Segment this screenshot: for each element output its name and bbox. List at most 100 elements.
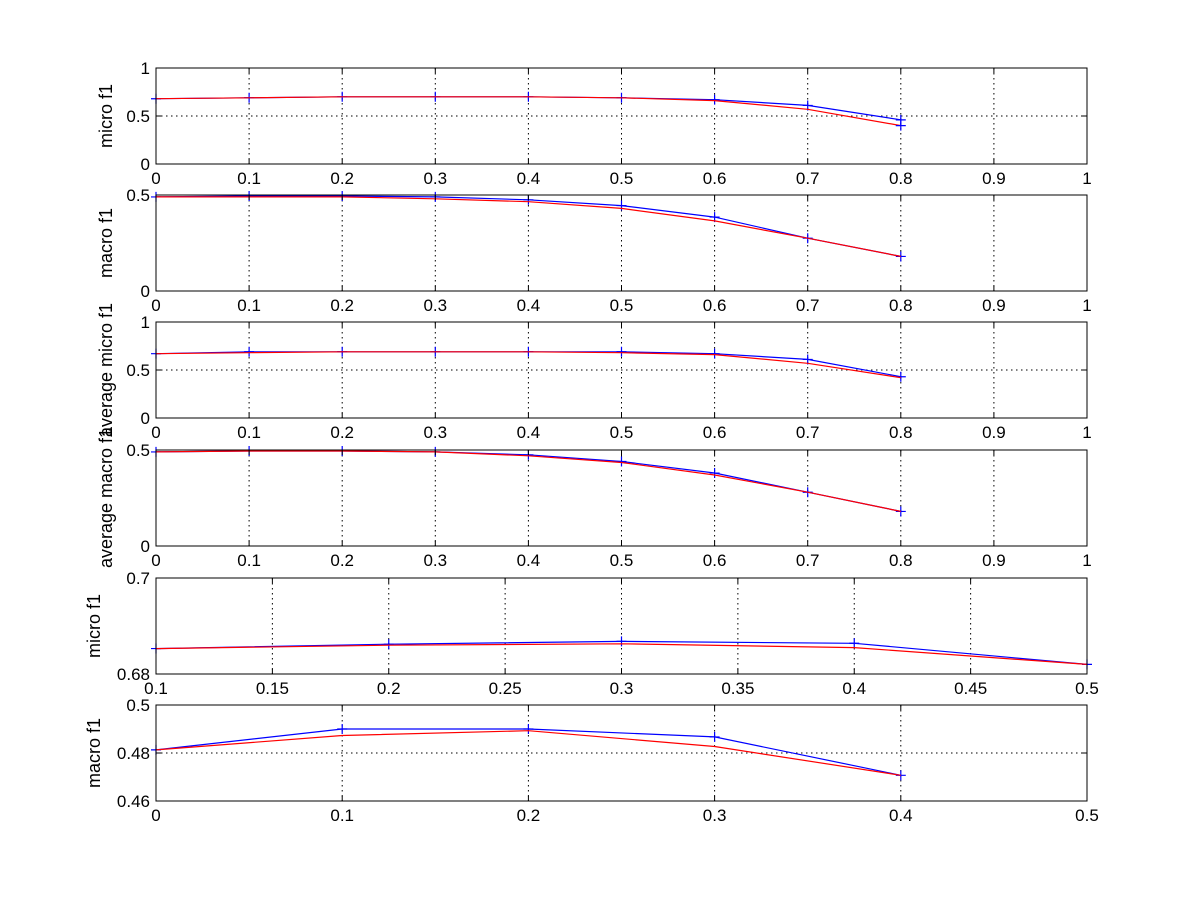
y-tick-label: 0	[141, 155, 150, 174]
x-tick-label: 0.1	[237, 169, 261, 188]
y-axis-label: micro f1	[84, 594, 104, 658]
x-tick-label: 0.2	[517, 806, 541, 825]
series-line-2	[156, 196, 901, 257]
y-tick-label: 0.46	[117, 792, 150, 811]
x-tick-label: 0.3	[423, 423, 447, 442]
y-tick-label: 0.5	[126, 696, 150, 715]
x-tick-label: 0.2	[377, 679, 401, 698]
subplot-6: 0 0.1 0.2 0.3 0.4 0.5 0.46 0.48 0.5 macro f1	[84, 696, 1099, 825]
data-point	[523, 724, 534, 734]
data-point	[616, 456, 627, 467]
data-point	[709, 348, 720, 359]
data-point	[709, 94, 720, 105]
series-line-2	[155, 351, 901, 379]
x-tick-label: 0.7	[796, 551, 820, 570]
y-tick-label: 0.5	[126, 186, 150, 205]
x-tick-label: 0.7	[796, 423, 820, 442]
series-line-2	[155, 96, 901, 127]
x-tick-label: 0.9	[982, 551, 1006, 570]
data-point	[709, 731, 720, 742]
data-point	[849, 638, 860, 649]
x-tick-label: 0.5	[610, 169, 634, 188]
subplot-5: 0.1 0.15 0.2 0.25 0.3 0.35 0.4 0.45 0.5 0.68 0.7 mi…	[84, 569, 1099, 698]
x-tick-label: 0.5	[610, 423, 634, 442]
x-tick-label: 0.3	[423, 296, 447, 315]
data-point	[383, 639, 394, 650]
y-tick-label: 0.48	[117, 744, 150, 763]
y-axis-label: average macro f1	[96, 428, 116, 568]
x-tick-label: 0	[151, 806, 160, 825]
x-tick-label: 0.7	[796, 296, 820, 315]
data-point	[709, 468, 720, 479]
x-tick-label: 0.8	[889, 551, 913, 570]
x-tick-label: 1	[1082, 169, 1091, 188]
data-point	[244, 346, 255, 357]
x-tick-label: 0.2	[330, 296, 354, 315]
x-tick-label: 0.7	[796, 169, 820, 188]
y-axis-label: macro f1	[84, 718, 104, 788]
subplot-1: 0 0.1 0.2 0.3 0.4 0.5 0.6 0.7 0.8 0.9 1 0 0.5 1 micro …	[96, 59, 1092, 188]
x-tick-label: 0.4	[889, 806, 913, 825]
x-tick-label: 0.1	[144, 679, 168, 698]
x-tick-label: 0.6	[703, 296, 727, 315]
x-tick-label: 0.2	[330, 169, 354, 188]
x-tick-label: 0.8	[889, 296, 913, 315]
data-point	[895, 251, 906, 262]
x-tick-label: 0.1	[330, 806, 354, 825]
x-tick-label: 0.1	[237, 423, 261, 442]
x-tick-label: 0.4	[517, 423, 541, 442]
y-axis-label: average micro f1	[96, 303, 116, 437]
x-tick-label: 0.9	[982, 423, 1006, 442]
x-tick-label: 0.1	[237, 296, 261, 315]
x-tick-label: 0.3	[703, 806, 727, 825]
y-tick-label: 0.5	[126, 361, 150, 380]
subplot-3: 0 0.1 0.2 0.3 0.4 0.5 0.6 0.7 0.8 0.9 1 0 0.5 1 averag…	[96, 303, 1092, 442]
series-line-2	[155, 450, 901, 512]
y-tick-label: 0.5	[126, 441, 150, 460]
x-tick-label: 0	[151, 551, 160, 570]
x-tick-label: 0.45	[954, 679, 987, 698]
data-point	[895, 506, 906, 517]
subplot-4: 0 0.1 0.2 0.3 0.4 0.5 0.6 0.7 0.8 0.9 1 0 0.5 average…	[96, 428, 1092, 570]
x-tick-label: 1	[1082, 423, 1091, 442]
y-tick-label: 0.68	[117, 665, 150, 684]
data-point	[337, 724, 348, 734]
x-tick-label: 0	[151, 296, 160, 315]
subplot-2: 0 0.1 0.2 0.3 0.4 0.5 0.6 0.7 0.8 0.9 1 0 0.5 macro f…	[96, 186, 1092, 315]
series-line-2	[155, 730, 901, 776]
y-tick-label: 0.7	[126, 569, 150, 588]
x-tick-label: 0.8	[889, 169, 913, 188]
x-tick-label: 0	[151, 423, 160, 442]
x-tick-label: 0.3	[610, 679, 634, 698]
x-tick-label: 0.6	[703, 551, 727, 570]
y-tick-label: 0.5	[126, 107, 150, 126]
x-tick-label: 0.5	[1075, 679, 1099, 698]
x-tick-label: 0.4	[517, 551, 541, 570]
x-tick-label: 0.8	[889, 423, 913, 442]
x-tick-label: 0.4	[842, 679, 866, 698]
x-tick-label: 0.9	[982, 296, 1006, 315]
x-tick-label: 0.3	[423, 169, 447, 188]
x-tick-label: 0.6	[703, 169, 727, 188]
y-tick-label: 0	[141, 537, 150, 556]
y-tick-label: 1	[141, 59, 150, 78]
series-line-2	[155, 643, 1088, 665]
x-tick-label: 0.4	[517, 296, 541, 315]
x-tick-label: 0.25	[489, 679, 522, 698]
x-tick-label: 0.15	[256, 679, 289, 698]
x-tick-label: 0.5	[610, 551, 634, 570]
x-tick-label: 0.35	[721, 679, 754, 698]
y-tick-label: 0	[141, 282, 150, 301]
x-tick-label: 0.1	[237, 551, 261, 570]
x-tick-label: 0.5	[610, 296, 634, 315]
x-tick-label: 0.6	[703, 423, 727, 442]
data-point	[616, 636, 627, 647]
y-axis-label: micro f1	[96, 84, 116, 148]
x-tick-label: 1	[1082, 296, 1091, 315]
x-tick-label: 0	[151, 169, 160, 188]
y-tick-label: 1	[141, 313, 150, 332]
x-tick-label: 0.2	[330, 423, 354, 442]
x-tick-label: 0.5	[1075, 806, 1099, 825]
data-point	[616, 346, 627, 357]
